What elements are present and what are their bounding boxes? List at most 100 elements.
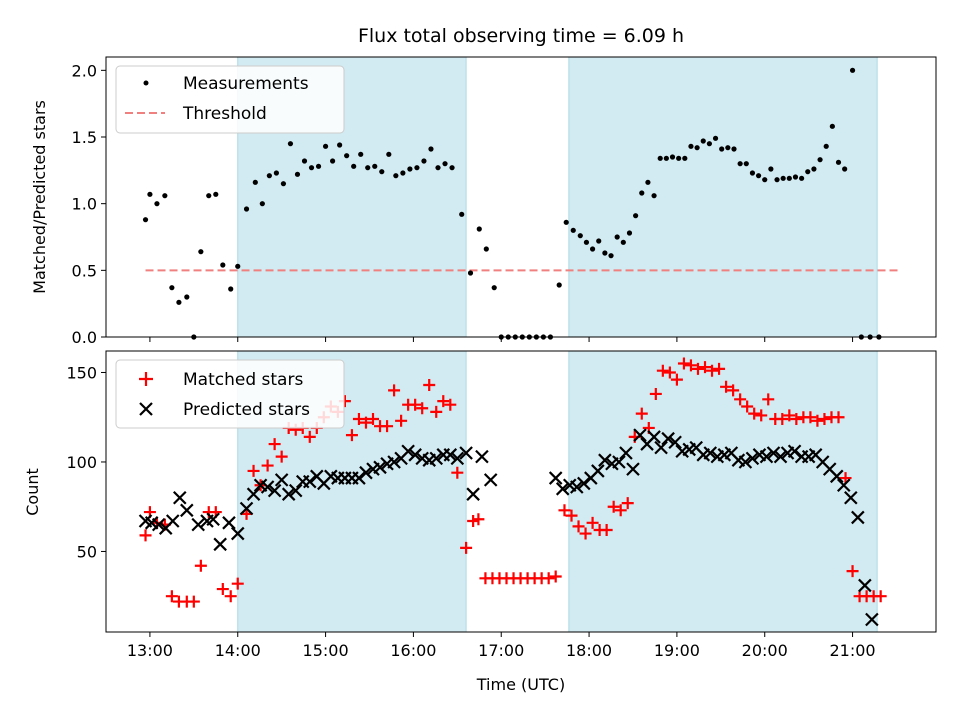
measurement-point-39 <box>421 158 427 164</box>
measurement-point-8 <box>198 249 204 255</box>
predicted-star-point-42 <box>443 448 458 462</box>
measurement-point-11 <box>220 262 226 268</box>
matched-star-point-38 <box>409 398 422 411</box>
measurement-point-80 <box>700 138 706 144</box>
predicted-star-point-58 <box>619 446 633 460</box>
predicted-star-point-79 <box>766 446 781 460</box>
predicted-star-point-6 <box>180 503 194 518</box>
matched-star-point-17 <box>261 459 274 472</box>
measurement-point-27 <box>337 142 343 148</box>
measurement-point-98 <box>811 166 817 172</box>
predicted-star-point-32 <box>373 460 387 475</box>
predicted-star-point-48 <box>548 471 563 485</box>
predicted-star-point-12 <box>230 526 245 541</box>
legend-measurements-label: Measurements <box>183 74 309 94</box>
top-x-ticks <box>149 337 854 342</box>
measurement-point-88 <box>749 170 756 176</box>
measurement-point-76 <box>676 155 682 161</box>
matched-star-point-12 <box>224 590 237 603</box>
matched-star-point-76 <box>677 357 690 370</box>
measurement-point-44 <box>459 211 465 217</box>
matched-star-point-35 <box>388 384 401 397</box>
measurement-point-22 <box>301 158 308 164</box>
measurement-point-38 <box>414 165 420 171</box>
matched-star-point-41 <box>430 405 443 418</box>
matched-star-point-36 <box>395 414 408 427</box>
measurement-point-87 <box>743 161 749 167</box>
matched-star-point-72 <box>649 387 662 400</box>
measurement-point-66 <box>614 234 620 240</box>
predicted-star-point-51 <box>569 480 584 494</box>
measurement-point-103 <box>842 166 848 172</box>
measurement-point-72 <box>651 193 657 199</box>
predicted-star-point-76 <box>745 451 760 466</box>
predicted-star-point-82 <box>787 444 802 459</box>
legend-matched-marker <box>139 372 153 386</box>
matched-star-point-45 <box>460 541 473 554</box>
predicted-star-point-40 <box>429 451 444 466</box>
measurement-point-99 <box>817 157 823 163</box>
matched-star-point-84 <box>734 393 747 406</box>
top-y-axis-label: Matched/Predicted stars <box>30 100 49 294</box>
measurement-point-82 <box>712 135 719 141</box>
top-axes-frame <box>105 56 937 338</box>
measurement-point-25 <box>322 143 329 149</box>
measurement-point-37 <box>407 166 413 172</box>
measurement-point-63 <box>596 238 602 244</box>
measurement-point-32 <box>372 163 378 169</box>
matched-star-point-63 <box>586 516 599 529</box>
bottom-axes-frame <box>105 350 937 633</box>
x-tick-label: 14:00 <box>215 641 261 660</box>
legend-threshold-label: Threshold <box>182 104 267 124</box>
measurement-point-46 <box>476 226 482 232</box>
predicted-star-point-4 <box>165 514 180 528</box>
measurement-point-100 <box>823 143 829 149</box>
measurement-point-24 <box>315 163 322 169</box>
legend-predicted-label: Predicted stars <box>183 400 310 420</box>
predicted-star-point-22 <box>302 474 317 489</box>
top-shaded-span-1 <box>568 56 878 338</box>
matched-star-point-88 <box>762 393 775 406</box>
predicted-star-point-60 <box>633 428 647 442</box>
measurement-point-74 <box>663 155 669 161</box>
measurement-point-60 <box>577 233 583 239</box>
matched-star-point-59 <box>558 504 571 517</box>
measurement-point-77 <box>682 155 688 161</box>
predicted-star-point-78 <box>759 449 774 464</box>
matched-star-point-30 <box>352 413 365 426</box>
x-tick-label: 17:00 <box>478 641 524 660</box>
matched-star-point-86 <box>748 407 761 420</box>
matched-star-point-42 <box>437 395 450 408</box>
matched-star-point-74 <box>663 366 676 379</box>
top-y-tick-label: 1.0 <box>72 195 97 214</box>
measurement-point-62 <box>589 246 596 252</box>
matched-star-point-104 <box>874 590 887 603</box>
measurement-point-9 <box>206 193 212 199</box>
x-axis-label: Time (UTC) <box>476 675 565 694</box>
matched-star-point-68 <box>621 497 634 510</box>
measurement-point-19 <box>280 181 287 187</box>
predicted-star-point-36 <box>401 444 415 459</box>
bottom-x-ticks: 13:00 14:00 15:00 16:00 17:00 18:00 19:00 20:00… <box>127 632 876 660</box>
predicted-star-point-9 <box>206 512 220 527</box>
measurement-point-42 <box>442 161 448 167</box>
top-legend-box <box>115 65 345 134</box>
predicted-star-point-90 <box>844 490 858 505</box>
matched-star-point-90 <box>776 413 789 426</box>
bottom-legend-box <box>115 359 345 429</box>
predicted-star-point-46 <box>475 449 489 464</box>
predicted-star-point-89 <box>837 478 851 493</box>
measurement-point-6 <box>184 294 190 300</box>
measurement-point-57 <box>556 282 562 288</box>
x-tick-label: 18:00 <box>566 641 612 660</box>
x-tick-label: 16:00 <box>390 641 436 660</box>
predicted-star-point-65 <box>668 435 682 450</box>
matched-star-point-92 <box>790 413 803 426</box>
measurement-point-73 <box>657 155 663 161</box>
top-data-marks <box>142 67 901 340</box>
measurement-point-92 <box>774 177 780 183</box>
top-y-ticks: 0.0 0.5 1.0 1.5 2.0 <box>72 61 106 347</box>
measurement-point-29 <box>351 163 357 169</box>
predicted-star-point-55 <box>598 453 612 467</box>
measurement-point-95 <box>792 174 799 180</box>
